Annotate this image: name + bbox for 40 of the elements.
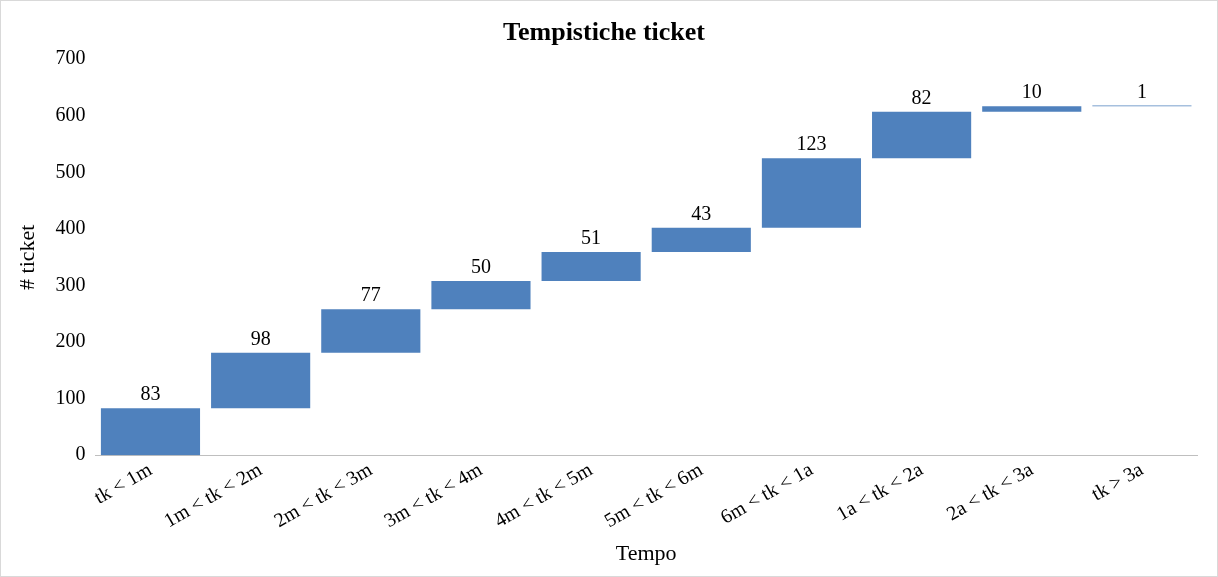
data-label: 83 (140, 382, 161, 405)
bar (982, 106, 1082, 112)
y-tick-label: 400 (55, 216, 86, 239)
y-tick-label: 200 (55, 329, 86, 352)
x-tick-label: 1a < tk < 2a (832, 457, 927, 525)
data-label: 50 (470, 255, 491, 278)
x-tick-label: 6m < tk < 1a (716, 457, 817, 528)
bar (211, 352, 311, 409)
y-tick-label: 600 (55, 103, 86, 126)
bar (651, 227, 751, 253)
bar (541, 252, 641, 281)
x-tick-label: 4m < tk < 5m (490, 457, 597, 532)
bar (761, 158, 862, 228)
data-label: 51 (581, 226, 602, 249)
y-axis-title: # ticket (13, 224, 39, 290)
y-tick-label: 300 (55, 272, 86, 295)
y-tick-label: 0 (75, 442, 86, 465)
data-label: 98 (250, 327, 271, 350)
data-label: 123 (796, 132, 827, 155)
x-tick-label: 5m < tk < 6m (600, 457, 707, 532)
data-label: 10 (1021, 80, 1042, 103)
x-tick-label: 2a < tk < 3a (942, 457, 1037, 525)
bar (431, 280, 531, 310)
y-tick-label: 700 (55, 46, 86, 69)
x-tick-label: 3m < tk < 4m (380, 457, 486, 532)
x-tick-label: 2m < tk < 3m (269, 457, 376, 532)
bar (321, 309, 421, 353)
data-label: 82 (911, 86, 932, 109)
y-tick-label: 500 (55, 159, 86, 182)
data-label: 43 (691, 202, 712, 225)
x-tick-label: tk < 1m (90, 457, 156, 508)
x-tick-label: 1m < tk < 2m (159, 457, 266, 532)
x-axis-title: Tempo (615, 539, 677, 565)
bar (100, 408, 201, 456)
chart-title: Tempistiche ticket (503, 17, 706, 47)
x-tick-label: tk > 3a (1087, 457, 1147, 505)
y-tick-label: 100 (55, 385, 86, 408)
data-label: 1 (1136, 79, 1147, 102)
bar (872, 111, 972, 159)
data-label: 77 (360, 283, 381, 306)
